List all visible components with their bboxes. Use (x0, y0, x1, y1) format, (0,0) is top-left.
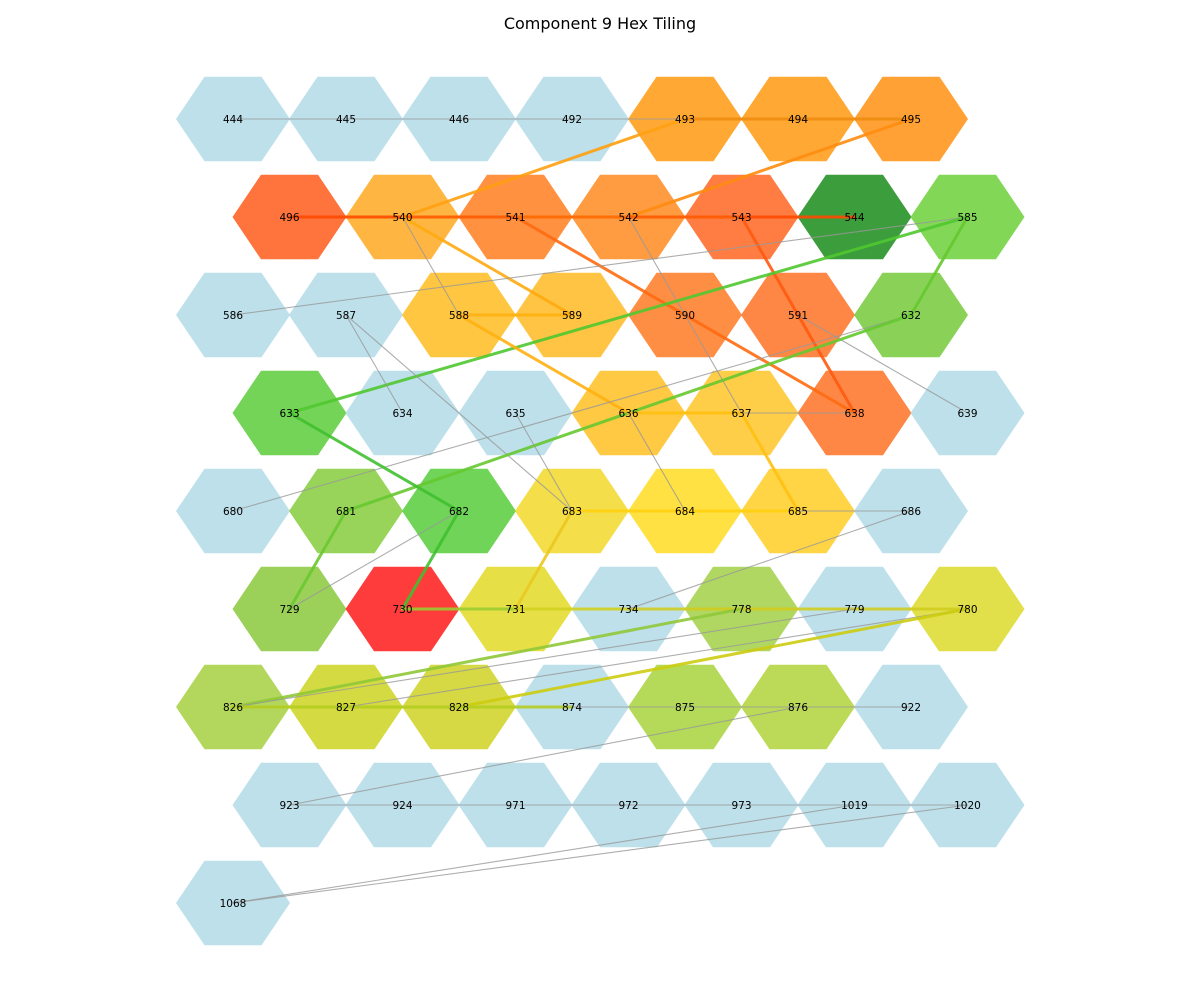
hex-label-540: 540 (392, 212, 412, 224)
hex-label-734: 734 (618, 604, 638, 616)
hex-label-444: 444 (223, 114, 243, 126)
hex-label-680: 680 (223, 506, 243, 518)
edge-585-632 (909, 215, 969, 317)
edge-1068-1019 (232, 804, 856, 904)
hex-label-544: 544 (844, 212, 864, 224)
edge-682-730 (401, 509, 461, 611)
hex-label-875: 875 (675, 702, 695, 714)
hex-label-637: 637 (731, 408, 751, 420)
edge-633-682 (288, 411, 461, 513)
hex-label-922: 922 (901, 702, 921, 714)
edge-682-729 (288, 510, 460, 610)
hex-label-971: 971 (505, 800, 525, 812)
hex-label-492: 492 (562, 114, 582, 126)
hex-label-543: 543 (731, 212, 751, 224)
edge-637-685 (740, 411, 800, 513)
hex-label-589: 589 (562, 310, 582, 322)
edge-540-589 (401, 215, 574, 317)
edge-636-684 (627, 412, 686, 512)
edge-734-686 (627, 510, 912, 610)
edge-828-780 (457, 607, 969, 709)
edge-540-493 (401, 117, 687, 219)
edge-681-729 (288, 509, 348, 611)
hex-label-542: 542 (618, 212, 638, 224)
hex-label-874: 874 (562, 702, 582, 714)
hex-label-685: 685 (788, 506, 808, 518)
hex-label-778: 778 (731, 604, 751, 616)
edge-923-876 (288, 706, 799, 806)
hex-label-541: 541 (505, 212, 525, 224)
edges-layer (231, 117, 969, 904)
hex-label-1068: 1068 (220, 898, 247, 910)
edge-588-636 (457, 313, 630, 415)
edge-591-639 (797, 314, 969, 414)
edge-683-731 (514, 509, 574, 611)
hex-label-496: 496 (279, 212, 299, 224)
edge-1068-1020 (232, 804, 969, 904)
hex-label-587: 587 (336, 310, 356, 322)
edge-586-585 (232, 216, 969, 316)
hex-label-494: 494 (788, 114, 808, 126)
hex-label-686: 686 (901, 506, 921, 518)
hex-label-923: 923 (279, 800, 299, 812)
hex-label-682: 682 (449, 506, 469, 518)
edge-632-680 (232, 314, 912, 512)
hex-label-684: 684 (675, 506, 695, 518)
diagram-title: Component 9 Hex Tiling (504, 14, 696, 33)
hex-label-730: 730 (392, 604, 412, 616)
edge-585-633 (288, 215, 969, 415)
edge-826-778 (231, 607, 743, 709)
hex-label-591: 591 (788, 310, 808, 322)
edge-587-683 (345, 314, 573, 512)
hex-label-681: 681 (336, 506, 356, 518)
hex-label-779: 779 (844, 604, 864, 616)
hex-label-731: 731 (505, 604, 525, 616)
hex-label-588: 588 (449, 310, 469, 322)
hex-label-827: 827 (336, 702, 356, 714)
hex-label-586: 586 (223, 310, 243, 322)
hex-label-1020: 1020 (954, 800, 981, 812)
hex-label-639: 639 (957, 408, 977, 420)
hex-label-493: 493 (675, 114, 695, 126)
hex-label-633: 633 (279, 408, 299, 420)
hex-label-973: 973 (731, 800, 751, 812)
hex-label-632: 632 (901, 310, 921, 322)
hex-label-446: 446 (449, 114, 469, 126)
hex-label-635: 635 (505, 408, 525, 420)
hex-label-876: 876 (788, 702, 808, 714)
edge-540-588 (401, 216, 460, 316)
edge-587-634 (345, 314, 404, 414)
hex-label-585: 585 (957, 212, 977, 224)
edge-827-780 (345, 608, 969, 708)
hex-label-638: 638 (844, 408, 864, 420)
edge-542-495 (627, 117, 913, 219)
hex-label-828: 828 (449, 702, 469, 714)
edge-826-779 (232, 608, 856, 708)
labels-layer: 444 445 446 492 493 494 495 496 540 541 542 543 544 5… (220, 114, 981, 910)
hex-label-826: 826 (223, 702, 243, 714)
hex-label-445: 445 (336, 114, 356, 126)
hex-label-1019: 1019 (841, 800, 868, 812)
hex-label-683: 683 (562, 506, 582, 518)
hex-label-729: 729 (279, 604, 299, 616)
hex-label-634: 634 (392, 408, 412, 420)
hex-label-495: 495 (901, 114, 921, 126)
hex-label-590: 590 (675, 310, 695, 322)
hex-label-972: 972 (618, 800, 638, 812)
hex-label-780: 780 (957, 604, 977, 616)
edge-635-683 (514, 412, 573, 512)
hex-label-924: 924 (392, 800, 412, 812)
hex-label-636: 636 (618, 408, 638, 420)
